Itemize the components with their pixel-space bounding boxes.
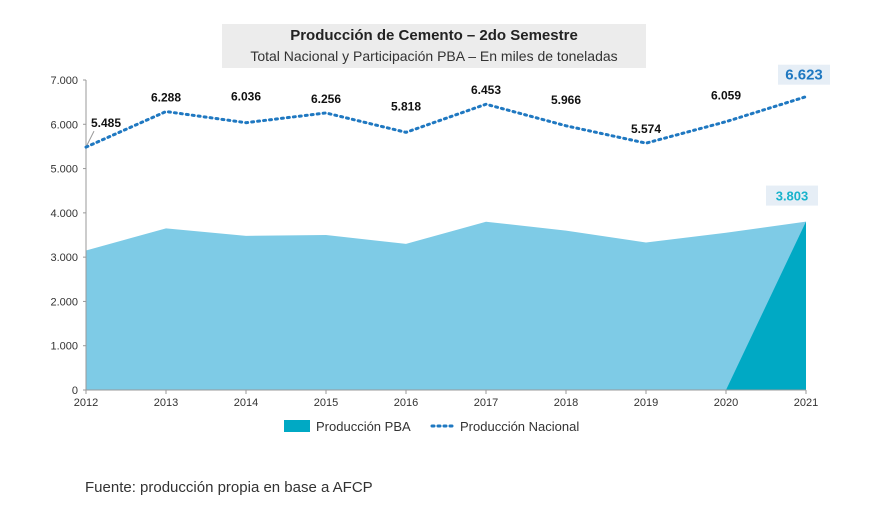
nacional-data-label: 6.453 xyxy=(471,83,501,97)
chart-title-box: Producción de Cemento – 2do Semestre Tot… xyxy=(222,24,646,68)
x-tick-label: 2021 xyxy=(794,397,818,409)
nacional-data-label: 6.036 xyxy=(231,90,261,104)
y-tick-label: 7.000 xyxy=(50,75,78,87)
label-leader-line xyxy=(86,130,95,146)
y-tick-label: 0 xyxy=(72,385,78,397)
nacional-data-label: 6.623 xyxy=(785,67,823,84)
y-tick-label: 2.000 xyxy=(50,296,78,308)
pba-area xyxy=(86,221,806,390)
source-note: Fuente: producción propia en base a AFCP xyxy=(85,479,373,496)
y-tick-label: 3.000 xyxy=(50,252,78,264)
x-tick-label: 2015 xyxy=(314,397,338,409)
nacional-data-label: 5.574 xyxy=(631,122,661,136)
x-tick-label: 2014 xyxy=(234,397,258,409)
x-tick-label: 2018 xyxy=(554,397,578,409)
x-tick-label: 2019 xyxy=(634,397,658,409)
nacional-data-label: 5.966 xyxy=(551,93,581,107)
legend-label-nacional: Producción Nacional xyxy=(460,419,579,434)
nacional-final-label-box xyxy=(778,64,830,85)
chart-title: Producción de Cemento – 2do Semestre xyxy=(290,27,578,44)
nacional-data-label: 5.485 xyxy=(91,116,121,130)
y-tick-label: 5.000 xyxy=(50,164,78,176)
x-tick-label: 2017 xyxy=(474,397,498,409)
legend-label-pba: Producción PBA xyxy=(316,419,411,434)
legend-swatch-pba xyxy=(284,420,310,432)
y-tick-label: 6.000 xyxy=(50,119,78,131)
nacional-data-label: 6.288 xyxy=(151,91,181,105)
nacional-line xyxy=(84,95,808,149)
y-tick-label: 1.000 xyxy=(50,341,78,353)
chart-subtitle: Total Nacional y Participación PBA – En … xyxy=(250,48,618,64)
nacional-data-label: 5.818 xyxy=(391,99,421,113)
x-tick-label: 2016 xyxy=(394,397,418,409)
pba-data-label: 3.803 xyxy=(776,189,809,204)
x-tick-label: 2012 xyxy=(74,397,98,409)
pba-area-highlight xyxy=(726,221,806,390)
x-tick-label: 2020 xyxy=(714,397,738,409)
x-tick-label: 2013 xyxy=(154,397,178,409)
y-tick-label: 4.000 xyxy=(50,208,78,220)
nacional-data-label: 6.059 xyxy=(711,89,741,103)
nacional-data-label: 6.256 xyxy=(311,92,341,106)
pba-final-label-box xyxy=(766,185,818,206)
